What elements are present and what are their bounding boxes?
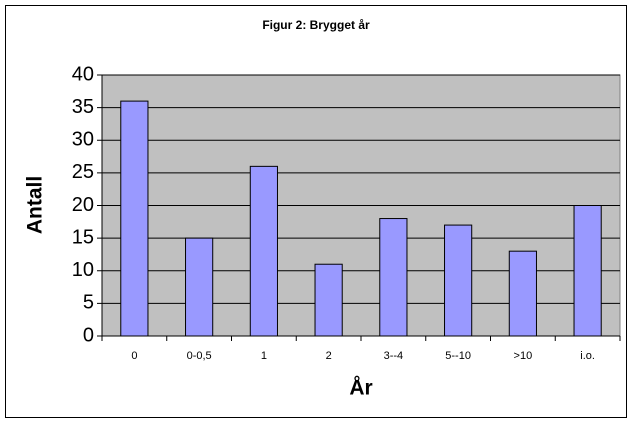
x-tick-label: >10	[514, 350, 533, 362]
y-tick-label: 40	[72, 63, 94, 85]
y-tick-label: 5	[83, 292, 94, 314]
chart-title: Figur 2: Brygget år	[262, 18, 370, 32]
bar	[444, 224, 473, 337]
y-tick-label: 20	[72, 194, 94, 216]
y-tick-label: 15	[72, 226, 94, 248]
y-tick-label: 10	[72, 259, 94, 281]
y-tick-label: 35	[72, 96, 94, 118]
y-tick-label: 25	[72, 161, 94, 183]
x-tick-label: 1	[261, 350, 267, 362]
bar	[573, 205, 602, 337]
bar	[120, 100, 149, 337]
y-tick-label: 0	[83, 324, 94, 346]
bar	[185, 237, 214, 337]
x-tick-label: 0	[131, 350, 137, 362]
bar	[379, 218, 408, 337]
y-axis-title: Antall	[24, 176, 47, 234]
y-tick-label: 30	[72, 129, 94, 151]
bar	[314, 263, 343, 337]
bar	[508, 250, 537, 337]
x-tick-label: 3--4	[384, 350, 404, 362]
x-tick-label: i.o.	[580, 350, 595, 362]
x-tick-label: 2	[326, 350, 332, 362]
x-tick-label: 5--10	[445, 350, 471, 362]
x-axis-title: År	[349, 376, 372, 400]
bar	[249, 165, 278, 337]
x-tick-label: 0-0,5	[187, 350, 212, 362]
